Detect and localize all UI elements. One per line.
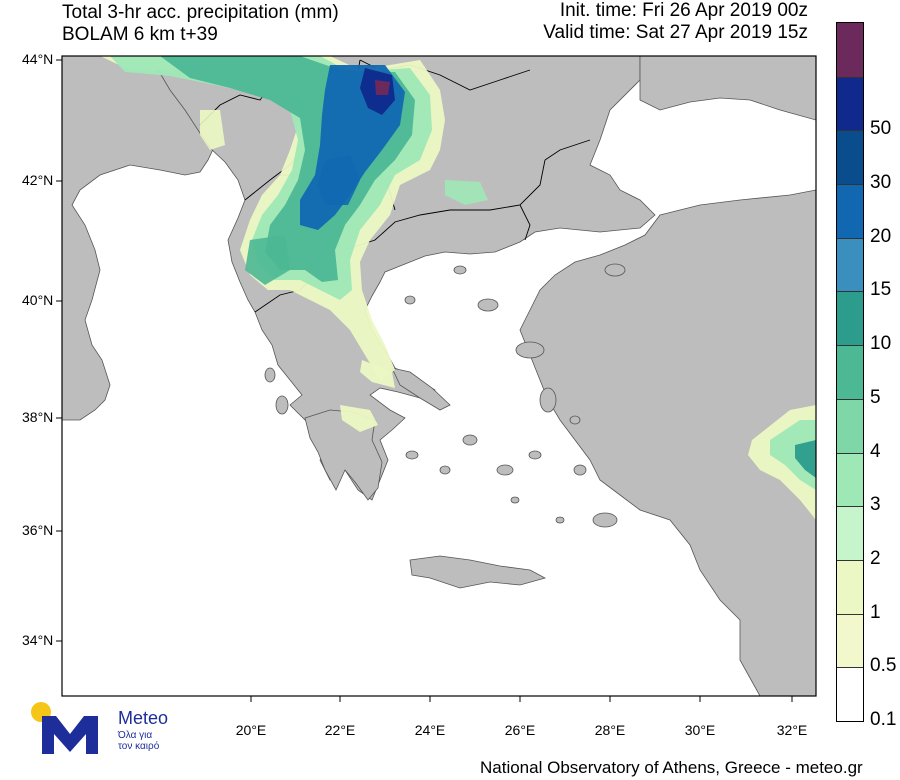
legend-label: 15 <box>870 279 892 301</box>
legend-label: 30 <box>870 172 892 194</box>
legend-label: 0.5 <box>870 655 897 677</box>
map-title: Total 3-hr acc. precipitation (mm) <box>62 2 339 23</box>
legend-label: 2 <box>870 547 881 569</box>
land-crete <box>409 555 547 589</box>
land-evia <box>391 367 451 411</box>
logo-name: Meteo <box>118 708 169 728</box>
meteo-logo-icon <box>31 702 98 754</box>
footer-credit: National Observatory of Athens, Greece -… <box>480 758 863 777</box>
lon-label-26: 26°E <box>504 722 536 738</box>
lon-label-28: 28°E <box>594 722 626 738</box>
color-legend <box>836 22 864 722</box>
legend-swatch <box>837 559 863 614</box>
lat-label-44: 44°N <box>22 51 54 67</box>
legend-swatch <box>837 130 863 185</box>
land-northeast <box>639 56 816 121</box>
lat-label-40: 40°N <box>22 292 54 308</box>
legend-swatch <box>837 23 863 77</box>
lat-label-34: 34°N <box>22 632 54 648</box>
lon-label-20: 20°E <box>235 722 267 738</box>
model-label: BOLAM 6 km t+39 <box>62 24 218 45</box>
legend-label: 50 <box>870 118 892 140</box>
lat-label-36: 36°N <box>22 522 54 538</box>
lat-label-42: 42°N <box>22 172 54 188</box>
logo-tagline-line1: Όλα για <box>118 730 153 741</box>
lon-label-24: 24°E <box>414 722 446 738</box>
axis-ticks <box>56 59 793 702</box>
legend-label: 1 <box>870 601 881 623</box>
legend-swatch <box>837 76 863 131</box>
legend-label: 0.1 <box>870 709 897 730</box>
legend-swatch <box>837 291 863 346</box>
legend-swatch <box>837 452 863 507</box>
land-turkey <box>519 189 816 696</box>
aegean-islands <box>264 263 626 528</box>
map-frame <box>61 55 817 697</box>
legend-swatch <box>837 613 863 668</box>
legend-label: 3 <box>870 494 881 516</box>
legend-label: 10 <box>870 333 892 355</box>
lon-label-30: 30°E <box>684 722 716 738</box>
legend-label: 20 <box>870 225 892 247</box>
lon-label-22: 22°E <box>324 722 356 738</box>
legend-swatch <box>837 398 863 453</box>
legend-swatch <box>837 667 863 721</box>
lat-label-38: 38°N <box>22 409 54 425</box>
land-balkans <box>149 56 656 501</box>
lon-label-32: 32°E <box>776 722 808 738</box>
init-time: Init. time: Fri 26 Apr 2019 00z <box>559 0 808 21</box>
legend-swatch <box>837 184 863 238</box>
legend-swatch <box>837 345 863 399</box>
legend-label: 5 <box>870 386 881 408</box>
legend-swatch <box>837 506 863 560</box>
logo-tagline-line2: τον καιρό <box>118 741 160 752</box>
legend-swatch <box>837 237 863 292</box>
legend-label: 4 <box>870 440 881 462</box>
valid-time: Valid time: Sat 27 Apr 2019 15z <box>543 22 808 43</box>
precipitation-field <box>100 56 816 520</box>
logo-tagline: Όλα για τον καιρό <box>118 730 159 752</box>
